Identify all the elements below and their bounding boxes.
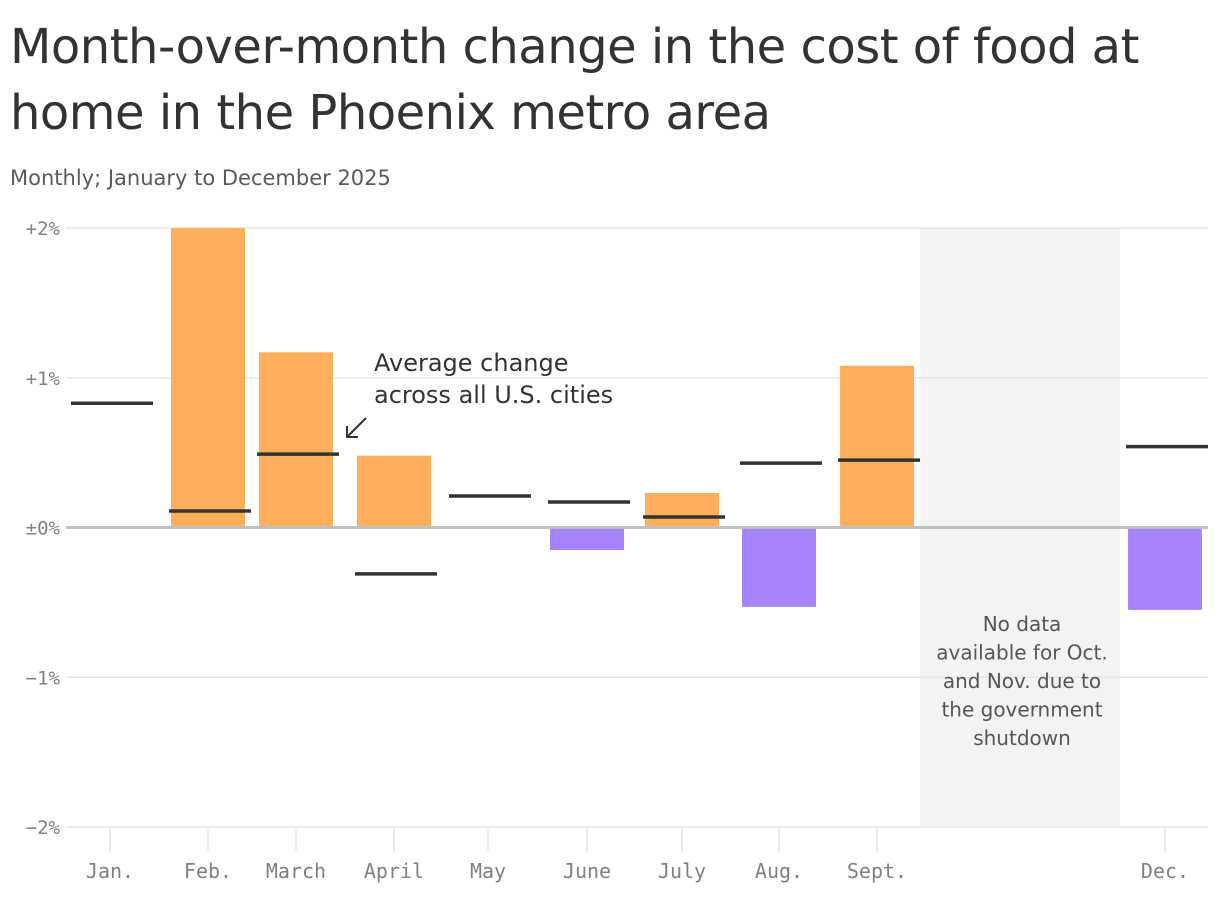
- y-tick-label: ±0%: [26, 518, 61, 540]
- y-tick-label: +1%: [26, 368, 61, 390]
- y-tick-label: +2%: [26, 218, 61, 240]
- y-tick-label: −1%: [26, 667, 61, 689]
- no-data-note-line: shutdown: [973, 726, 1071, 750]
- x-tick-label: March: [266, 859, 326, 883]
- y-tick-label: −2%: [26, 817, 61, 839]
- bar-dec: [1128, 527, 1202, 610]
- x-tick-label: Jan.: [86, 859, 134, 883]
- x-tick-label: June: [563, 859, 611, 883]
- bar-feb: [171, 228, 245, 528]
- bar-june: [550, 527, 624, 550]
- annotation-arrow: [346, 417, 367, 438]
- bar-march: [259, 352, 333, 528]
- x-tick-label: July: [658, 859, 706, 883]
- chart-title: Month-over-month change in the cost of f…: [10, 19, 1139, 141]
- bar-aug: [742, 527, 816, 607]
- x-tick-label: April: [364, 859, 424, 883]
- x-tick-label: May: [470, 859, 506, 883]
- annotation-arrowhead: [346, 426, 358, 438]
- average-annotation-line: Average change: [374, 349, 569, 377]
- no-data-note-line: and Nov. due to: [943, 669, 1101, 693]
- no-data-note-line: No data: [983, 612, 1062, 636]
- bar-sept: [840, 365, 914, 528]
- x-tick-label: Sept.: [847, 859, 907, 883]
- x-tick-label: Dec.: [1141, 859, 1189, 883]
- no-data-note-line: the government: [941, 698, 1102, 722]
- x-tick-label: Aug.: [755, 859, 803, 883]
- average-annotation-line: across all U.S. cities: [374, 381, 613, 409]
- bar-july: [645, 493, 719, 528]
- bar-april: [357, 455, 431, 528]
- no-data-note-line: available for Oct.: [936, 641, 1107, 665]
- chart-subtitle: Monthly; January to December 2025: [10, 166, 391, 190]
- x-tick-label: Feb.: [184, 859, 232, 883]
